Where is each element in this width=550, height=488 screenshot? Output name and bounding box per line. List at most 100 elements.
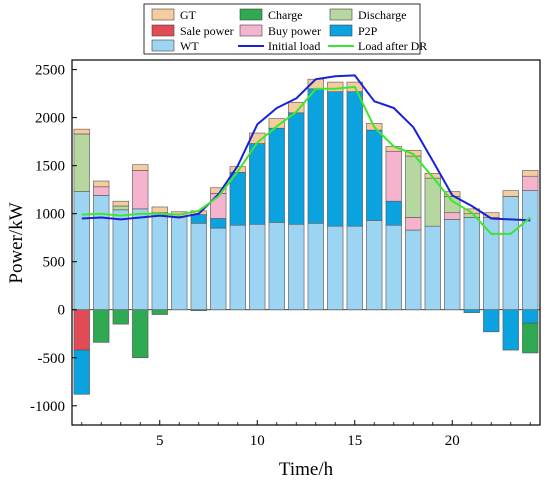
bar-wt-11 (268, 222, 285, 311)
bar-discharge-21 (463, 213, 480, 218)
bar-charge-3 (112, 309, 129, 325)
bar-wt-22 (483, 217, 500, 311)
legend-swatch (151, 24, 175, 37)
bar-wt-13 (307, 222, 324, 311)
legend-label: Sale power (180, 24, 234, 38)
bar-p2p-16 (366, 129, 383, 221)
bar-p2p-17 (385, 200, 402, 226)
bar-wt-16 (366, 220, 383, 311)
legend-label: Load after DR (358, 39, 427, 53)
legend-swatch (151, 39, 175, 52)
y-tick-label: 2500 (35, 63, 65, 79)
bar-wt-10 (249, 223, 266, 311)
bar-wt-2 (93, 195, 110, 311)
bar-p2p-11 (268, 127, 285, 223)
bar-wt-1 (73, 191, 90, 311)
legend-swatch (329, 8, 353, 21)
bar-buy-18 (405, 217, 422, 231)
bar-wt-7 (190, 222, 207, 311)
legend-label: Charge (268, 8, 302, 22)
bar-p2p-9 (229, 172, 246, 226)
legend-swatch (329, 24, 353, 37)
bar-buy-24 (522, 175, 539, 191)
bar-wt-19 (424, 225, 441, 311)
bar-charge-24 (522, 322, 539, 354)
bar-gt-11 (268, 118, 285, 129)
bar-p2p_neg-1 (73, 349, 90, 395)
bar-buy-20 (444, 212, 461, 220)
bar-wt-24 (522, 190, 539, 311)
bar-wt-23 (502, 196, 519, 311)
bar-p2p_neg-22 (483, 309, 500, 333)
bar-p2p-12 (288, 112, 305, 225)
legend: GT Charge Discharge Sale power Buy power P2P W… (143, 3, 427, 55)
legend-label: WT (180, 39, 199, 53)
bar-wt-18 (405, 229, 422, 311)
bar-gt-3 (112, 200, 129, 207)
bar-wt-8 (210, 227, 227, 311)
bars (73, 78, 539, 395)
bar-p2p-15 (346, 91, 363, 227)
bar-p2p_neg-24 (522, 309, 539, 324)
legend-label: GT (180, 8, 197, 22)
bar-wt-21 (463, 217, 480, 311)
series-line-load-after-dr (81, 85, 531, 235)
x-tick-label: 10 (250, 433, 265, 449)
bar-gt-1 (73, 128, 90, 135)
bar-p2p_neg-23 (502, 309, 519, 351)
legend-label: P2P (358, 24, 378, 38)
bar-wt-15 (346, 225, 363, 311)
series-line-initial-load (81, 74, 531, 222)
legend-label: Buy power (268, 24, 321, 38)
y-tick-label: 1000 (35, 207, 65, 223)
bar-p2p-7 (190, 214, 207, 224)
bar-gt-2 (93, 180, 110, 188)
bar-wt-17 (385, 224, 402, 311)
bar-wt-3 (112, 209, 129, 311)
y-tick-label: -1000 (30, 399, 65, 415)
y-tick-label: 1500 (35, 159, 65, 175)
plot-frame (71, 59, 541, 426)
x-tick-label: 5 (156, 433, 164, 449)
x-tick-label: 20 (445, 433, 460, 449)
bar-buy-17 (385, 150, 402, 202)
bar-p2p-10 (249, 143, 266, 225)
bar-buy-4 (132, 170, 149, 210)
legend-swatch (151, 8, 175, 21)
bar-charge-2 (93, 309, 110, 343)
legend-label: Initial load (268, 39, 320, 53)
legend-label: Discharge (358, 8, 406, 22)
x-tick-label: 15 (347, 433, 362, 449)
y-tick-label: 2000 (35, 111, 65, 127)
legend-swatch (239, 8, 263, 21)
bar-sale-1 (73, 309, 90, 351)
bar-p2p-14 (327, 91, 344, 227)
legend-box (143, 3, 421, 55)
bar-gt-24 (522, 170, 539, 177)
bar-wt-5 (151, 212, 168, 311)
y-tick-label: -500 (38, 351, 66, 367)
bar-charge-7 (190, 309, 207, 311)
lines (81, 74, 531, 235)
bar-wt-12 (288, 223, 305, 311)
bar-gt-4 (132, 164, 149, 171)
bar-p2p_neg-21 (463, 309, 480, 313)
bar-wt-4 (132, 208, 149, 311)
bar-gt-5 (151, 206, 168, 214)
bar-charge-4 (132, 309, 149, 359)
bar-p2p-8 (210, 218, 227, 229)
bar-discharge-1 (73, 133, 90, 192)
bar-p2p-13 (307, 88, 324, 224)
legend-swatch (239, 24, 263, 37)
bar-wt-20 (444, 219, 461, 311)
bar-gt-14 (327, 81, 344, 92)
x-axis-label: Time/h (279, 459, 334, 480)
bar-discharge-18 (405, 155, 422, 218)
bar-gt-23 (502, 190, 519, 197)
bar-wt-9 (229, 224, 246, 311)
bar-charge-5 (151, 309, 168, 315)
bar-buy-2 (93, 186, 110, 196)
bar-discharge-3 (112, 205, 129, 211)
ticks: -1000 -500 0 500 1000 1500 2000 2500 5 10 15 20 (30, 63, 531, 449)
